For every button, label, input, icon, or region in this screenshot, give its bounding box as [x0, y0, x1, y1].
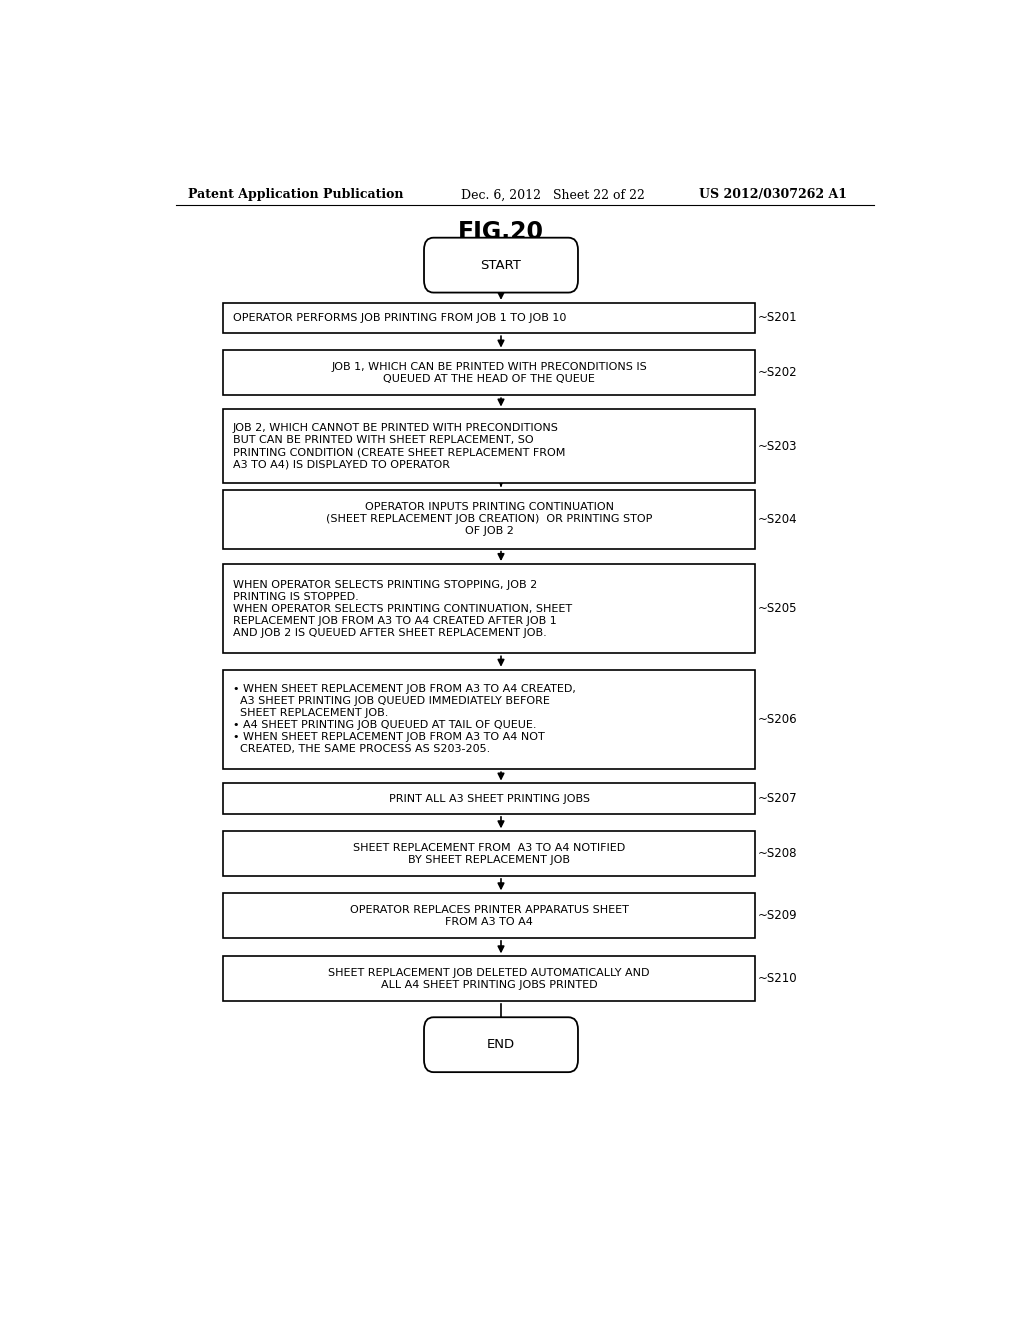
Text: OPERATOR REPLACES PRINTER APPARATUS SHEET
FROM A3 TO A4: OPERATOR REPLACES PRINTER APPARATUS SHEE…: [349, 904, 629, 927]
Bar: [223, 302, 755, 333]
Text: START: START: [480, 259, 521, 272]
Text: ~S210: ~S210: [758, 972, 798, 985]
Bar: [223, 351, 755, 395]
Bar: [223, 784, 755, 814]
Text: ~S206: ~S206: [758, 713, 798, 726]
Bar: [223, 956, 755, 1001]
FancyBboxPatch shape: [424, 238, 578, 293]
Text: PRINT ALL A3 SHEET PRINTING JOBS: PRINT ALL A3 SHEET PRINTING JOBS: [388, 793, 590, 804]
Bar: [223, 409, 755, 483]
Text: • WHEN SHEET REPLACEMENT JOB FROM A3 TO A4 CREATED,
  A3 SHEET PRINTING JOB QUEU: • WHEN SHEET REPLACEMENT JOB FROM A3 TO …: [232, 685, 575, 755]
Text: ~S203: ~S203: [758, 440, 798, 453]
Text: ~S208: ~S208: [758, 847, 798, 861]
Text: SHEET REPLACEMENT JOB DELETED AUTOMATICALLY AND
ALL A4 SHEET PRINTING JOBS PRINT: SHEET REPLACEMENT JOB DELETED AUTOMATICA…: [329, 968, 650, 990]
Text: OPERATOR INPUTS PRINTING CONTINUATION
(SHEET REPLACEMENT JOB CREATION)  OR PRINT: OPERATOR INPUTS PRINTING CONTINUATION (S…: [326, 502, 652, 536]
Text: Dec. 6, 2012   Sheet 22 of 22: Dec. 6, 2012 Sheet 22 of 22: [461, 189, 645, 202]
Text: WHEN OPERATOR SELECTS PRINTING STOPPING, JOB 2
PRINTING IS STOPPED.
WHEN OPERATO: WHEN OPERATOR SELECTS PRINTING STOPPING,…: [232, 579, 571, 638]
Text: Patent Application Publication: Patent Application Publication: [187, 189, 403, 202]
Bar: [223, 564, 755, 653]
Text: JOB 1, WHICH CAN BE PRINTED WITH PRECONDITIONS IS
QUEUED AT THE HEAD OF THE QUEU: JOB 1, WHICH CAN BE PRINTED WITH PRECOND…: [331, 362, 647, 384]
Text: ~S204: ~S204: [758, 512, 798, 525]
Bar: [223, 669, 755, 770]
Text: ~S202: ~S202: [758, 367, 798, 379]
Bar: [223, 832, 755, 876]
Bar: [223, 894, 755, 939]
Text: SHEET REPLACEMENT FROM  A3 TO A4 NOTIFIED
BY SHEET REPLACEMENT JOB: SHEET REPLACEMENT FROM A3 TO A4 NOTIFIED…: [353, 842, 626, 865]
FancyBboxPatch shape: [424, 1018, 578, 1072]
Text: OPERATOR PERFORMS JOB PRINTING FROM JOB 1 TO JOB 10: OPERATOR PERFORMS JOB PRINTING FROM JOB …: [232, 313, 566, 323]
Text: ~S207: ~S207: [758, 792, 798, 805]
Text: ~S201: ~S201: [758, 312, 798, 325]
Text: END: END: [487, 1039, 515, 1051]
Text: JOB 2, WHICH CANNOT BE PRINTED WITH PRECONDITIONS
BUT CAN BE PRINTED WITH SHEET : JOB 2, WHICH CANNOT BE PRINTED WITH PREC…: [232, 422, 565, 469]
Text: ~S205: ~S205: [758, 602, 798, 615]
Text: FIG.20: FIG.20: [458, 219, 544, 244]
Text: ~S209: ~S209: [758, 909, 798, 923]
Text: US 2012/0307262 A1: US 2012/0307262 A1: [699, 189, 848, 202]
Bar: [223, 490, 755, 549]
